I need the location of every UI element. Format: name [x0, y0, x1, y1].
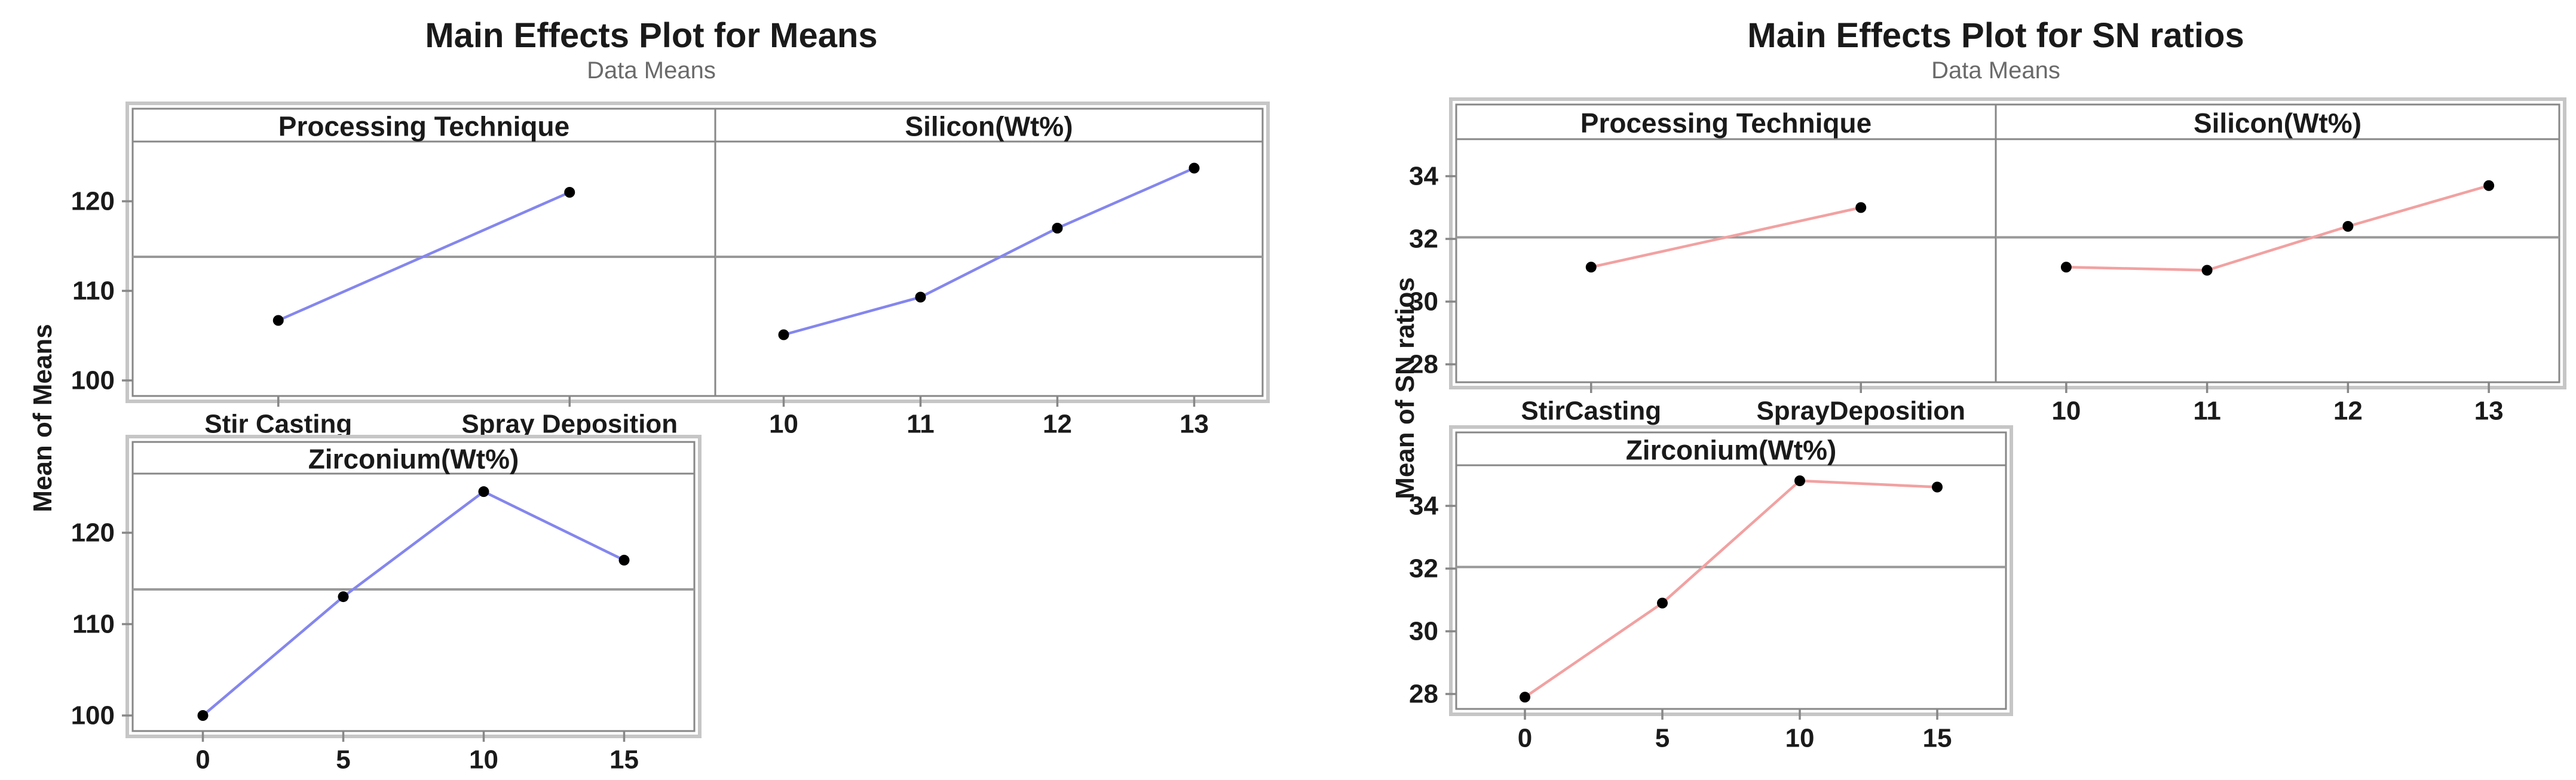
- panel-header: [1455, 431, 2007, 466]
- data-point: [1657, 597, 1668, 609]
- x-tick-label: 5: [1655, 724, 1670, 753]
- x-tick-label: 10: [469, 745, 498, 775]
- data-point: [618, 554, 630, 566]
- series-line: [277, 191, 571, 322]
- y-tick-label: 32: [1409, 554, 1438, 584]
- x-tick-label: 11: [2193, 397, 2221, 426]
- data-point: [1052, 223, 1063, 234]
- x-tick-label: 15: [609, 745, 639, 775]
- outer-frame: [125, 102, 1270, 403]
- data-point: [564, 187, 575, 198]
- factor-label: Zirconium(Wt%): [1626, 435, 1837, 466]
- sn-y-axis-label: Mean of SN ratios: [1390, 277, 1420, 499]
- series-line: [783, 167, 1195, 336]
- y-tick-label: 34: [1409, 162, 1438, 191]
- means-chart: Processing Technique Stir Casting Spray De…: [71, 102, 1270, 775]
- x-tick-label: 11: [906, 410, 935, 439]
- data-point: [478, 486, 489, 498]
- panel-header: [1995, 103, 2560, 140]
- y-tick-label: 28: [1409, 350, 1438, 379]
- factor-label: Processing Technique: [278, 111, 569, 142]
- data-point: [1585, 262, 1597, 273]
- data-point: [338, 591, 349, 603]
- y-tick-label: 120: [71, 518, 115, 548]
- x-tick-label: SprayDeposition: [1756, 397, 1965, 426]
- y-tick-label: 30: [1409, 287, 1438, 317]
- x-tick-label: 12: [1043, 410, 1072, 439]
- x-tick-label: Spray Deposition: [461, 410, 678, 439]
- series-line: [1524, 479, 1938, 699]
- series-line: [202, 490, 625, 717]
- data-point: [1189, 162, 1200, 174]
- sn-ratios-chart: Processing Technique StirCasting SprayDepo…: [1409, 97, 2566, 753]
- panel-plot-area: [1455, 138, 1997, 383]
- data-point: [1520, 692, 1530, 703]
- data-point: [1855, 202, 1867, 213]
- y-tick-label: 32: [1409, 225, 1438, 254]
- data-point: [778, 329, 789, 340]
- x-tick-label: 12: [2333, 397, 2363, 426]
- panel-plot-area: [1995, 138, 2560, 383]
- data-point: [915, 291, 926, 303]
- factor-label: Silicon(Wt%): [2194, 108, 2361, 139]
- x-tick-label: 10: [2051, 397, 2081, 426]
- data-point: [197, 710, 209, 721]
- data-point: [2201, 265, 2213, 276]
- data-point: [2342, 221, 2354, 232]
- outer-frame: [1449, 97, 2566, 389]
- means-chart-title: Main Effects Plot for Means: [425, 16, 878, 55]
- y-tick-label: 30: [1409, 617, 1438, 646]
- y-tick-label: 110: [72, 610, 115, 639]
- panel-header: [1455, 103, 1997, 140]
- panel-plot-area: [714, 140, 1264, 397]
- x-tick-label: 13: [1180, 410, 1209, 439]
- x-tick-label: 10: [769, 410, 798, 439]
- sn-chart-title: Main Effects Plot for SN ratios: [1747, 16, 2244, 55]
- x-tick-label: StirCasting: [1521, 397, 1661, 426]
- y-tick-label: 120: [71, 187, 115, 216]
- y-tick-label: 110: [72, 277, 115, 306]
- y-tick-label: 34: [1409, 492, 1438, 521]
- outer-frame: [125, 435, 702, 738]
- y-tick-label: 28: [1409, 680, 1438, 709]
- x-tick-label: 15: [1923, 724, 1952, 753]
- data-point: [1794, 475, 1805, 486]
- panel-plot-area: [131, 472, 696, 732]
- y-tick-label: 100: [71, 701, 115, 730]
- means-chart-subtitle: Data Means: [587, 57, 716, 84]
- x-tick-label: 0: [1518, 724, 1532, 753]
- data-point: [1932, 481, 1943, 493]
- panel-plot-area: [1455, 464, 2007, 710]
- factor-label: Processing Technique: [1580, 108, 1871, 139]
- outer-frame: [1449, 425, 2013, 716]
- panel-header: [131, 441, 696, 475]
- x-tick-label: 5: [336, 745, 350, 775]
- x-tick-label: 13: [2474, 397, 2504, 426]
- data-point: [272, 315, 284, 326]
- data-point: [2060, 262, 2072, 273]
- x-tick-label: Stir Casting: [204, 410, 352, 439]
- means-y-axis-label: Mean of Means: [28, 324, 57, 512]
- factor-label: Zirconium(Wt%): [308, 444, 519, 475]
- series-line: [1591, 206, 1861, 269]
- y-tick-label: 100: [71, 366, 115, 395]
- series-line: [2066, 184, 2489, 272]
- data-point: [2483, 180, 2495, 191]
- factor-label: Silicon(Wt%): [905, 111, 1073, 142]
- x-tick-label: 10: [1785, 724, 1815, 753]
- x-tick-label: 0: [195, 745, 210, 775]
- sn-chart-subtitle: Data Means: [1931, 57, 2060, 84]
- panel-plot-area: [131, 140, 716, 397]
